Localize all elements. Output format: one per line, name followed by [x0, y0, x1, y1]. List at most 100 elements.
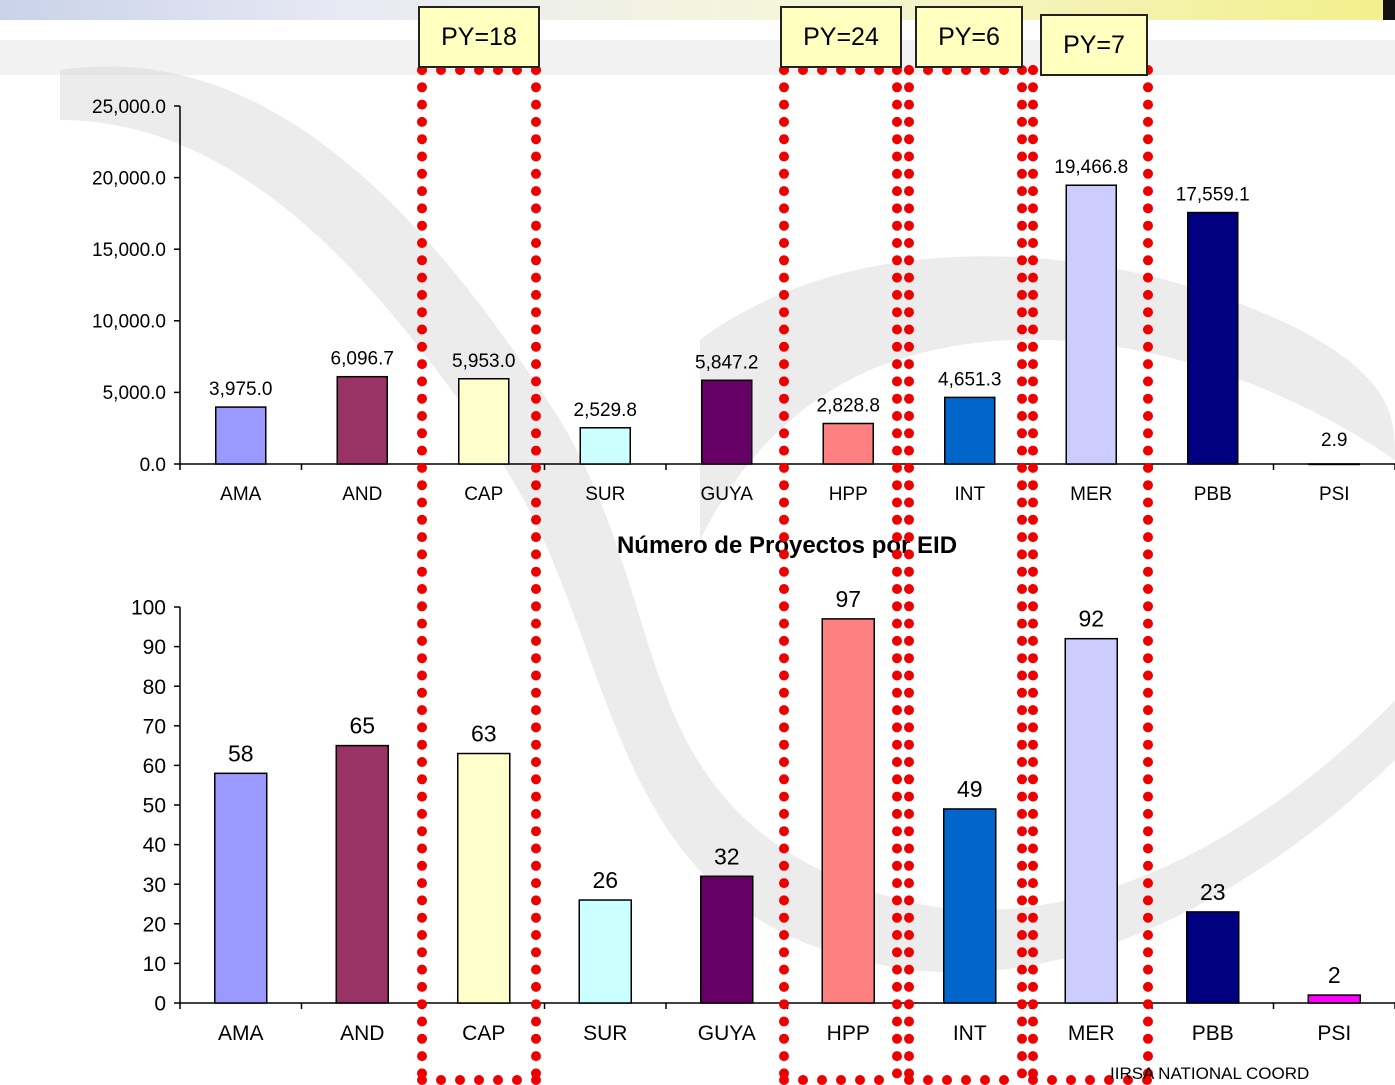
y-tick-label: 90 [143, 636, 166, 659]
value-label-cap: 5,953.0 [452, 351, 515, 372]
highlight-dot [531, 480, 541, 491]
highlight-dot [531, 82, 541, 93]
highlight-dot [855, 1075, 865, 1085]
highlight-dot [892, 151, 902, 162]
highlight-dot [1143, 116, 1153, 127]
highlight-dot [474, 1075, 484, 1085]
highlight-dot [531, 912, 541, 923]
highlight-dot [1143, 947, 1153, 958]
highlight-box-cap [417, 65, 541, 1085]
highlight-dot [904, 65, 914, 75]
category-label-mer: MER [1068, 1022, 1115, 1045]
bar-and [335, 744, 389, 1004]
highlight-dot [892, 601, 902, 612]
highlight-dot [1017, 808, 1027, 819]
highlight-dot [1143, 566, 1153, 577]
category-label-pbb: PBB [1192, 1022, 1234, 1045]
bar-hpp [821, 618, 875, 1004]
highlight-dot [779, 930, 789, 940]
highlight-dot [1143, 757, 1153, 767]
highlight-dot [531, 808, 541, 819]
highlight-dot [904, 99, 914, 110]
highlight-dot [1017, 878, 1027, 889]
highlight-dot [1143, 860, 1153, 871]
highlight-dot [1143, 843, 1153, 854]
highlight-dot [1028, 411, 1038, 421]
highlight-dot [1028, 428, 1038, 439]
highlight-dot [1017, 566, 1027, 577]
highlight-dot [892, 895, 902, 906]
y-tick-label: 100 [131, 597, 166, 620]
value-label-pbb: 17,559.1 [1176, 185, 1250, 206]
highlight-dot [417, 359, 427, 370]
bar-and [336, 375, 388, 465]
highlight-dot [1017, 774, 1027, 785]
highlight-dot [531, 255, 541, 266]
highlight-dot [531, 687, 541, 698]
highlight-dot [417, 1051, 427, 1062]
highlight-dot [904, 393, 914, 404]
highlight-dot [417, 186, 427, 197]
highlight-dot [779, 289, 789, 300]
highlight-dot [417, 532, 427, 543]
highlight-dot [1017, 705, 1027, 716]
category-label-int: INT [954, 484, 985, 505]
highlight-dot [531, 843, 541, 854]
highlight-dot [1143, 826, 1153, 837]
highlight-dot [1143, 532, 1153, 543]
highlight-dot [1017, 1033, 1027, 1044]
highlight-dot [779, 168, 789, 179]
highlight-dot [512, 1075, 522, 1085]
highlight-dot [1028, 584, 1038, 594]
highlight-dot [892, 757, 902, 767]
highlight-dot [892, 116, 902, 127]
highlight-dot [779, 757, 789, 767]
highlight-dot [417, 393, 427, 404]
highlight-dot [531, 705, 541, 716]
y-tick-label: 25,000.0 [92, 97, 166, 118]
highlight-dot [779, 324, 789, 335]
highlight-dot [904, 912, 914, 923]
highlight-dot [1028, 705, 1038, 716]
highlight-dot [904, 238, 914, 248]
highlight-dot [1143, 722, 1153, 733]
highlight-dot [1143, 341, 1153, 352]
highlight-dot [904, 843, 914, 854]
highlight-dot [779, 601, 789, 612]
highlight-dot [999, 1075, 1009, 1085]
bar-psi [1307, 994, 1361, 1004]
highlight-dot [779, 99, 789, 110]
highlight-dot [1143, 393, 1153, 404]
highlight-dot [1143, 584, 1153, 594]
highlight-dot [1028, 878, 1038, 889]
highlight-dot [531, 168, 541, 179]
highlight-dot [779, 134, 789, 145]
highlight-dot [892, 1068, 902, 1079]
highlight-dot [1028, 238, 1038, 248]
value-label-sur: 2,529.8 [574, 400, 637, 421]
highlight-dot [417, 1016, 427, 1027]
value-label-and: 65 [349, 713, 375, 739]
highlight-dot [1047, 1075, 1057, 1085]
highlight-dot [1028, 808, 1038, 819]
highlight-dot [417, 1075, 427, 1085]
highlight-dot [1143, 1051, 1153, 1062]
highlight-dot [904, 462, 914, 473]
highlight-dot [417, 480, 427, 491]
highlight-dot [1028, 168, 1038, 179]
highlight-dot [1017, 462, 1027, 473]
highlight-dot [904, 255, 914, 266]
highlight-dot [531, 618, 541, 629]
highlight-dot [904, 670, 914, 681]
highlight-dot [1017, 428, 1027, 439]
highlight-dot [904, 860, 914, 871]
highlight-dot [904, 203, 914, 214]
highlight-dot [1017, 324, 1027, 335]
highlight-dot [904, 1016, 914, 1027]
highlight-dot [531, 1075, 541, 1085]
highlight-dot [1028, 289, 1038, 300]
highlight-dot [1028, 635, 1038, 646]
highlight-dot [531, 791, 541, 802]
highlight-dot [417, 705, 427, 716]
bar-ama [215, 406, 267, 465]
